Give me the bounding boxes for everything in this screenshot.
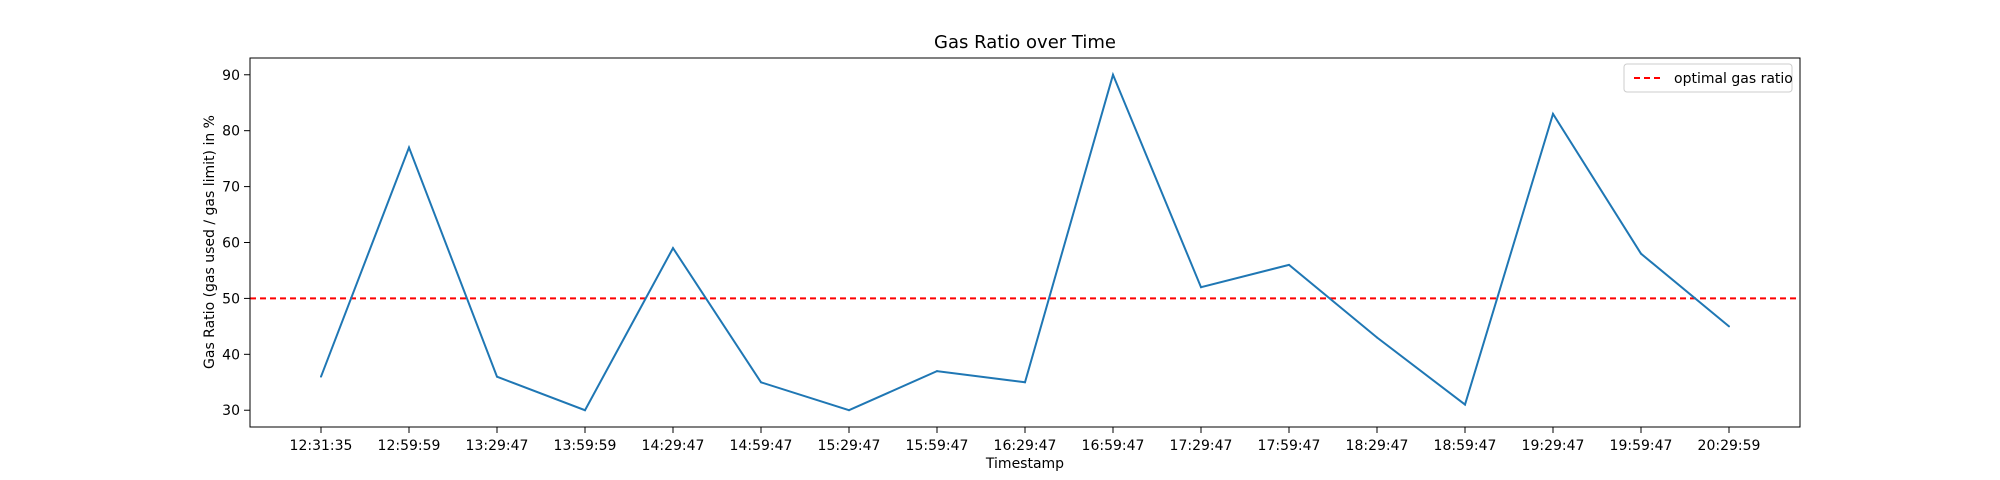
data-point <box>1552 112 1554 115</box>
gas-ratio-series-line <box>320 71 1730 412</box>
y-tick-label: 40 <box>222 347 240 363</box>
data-point <box>1464 403 1466 406</box>
data-point <box>408 146 410 149</box>
x-tick-label: 20:29:59 <box>1698 438 1761 454</box>
y-tick-label: 50 <box>222 291 240 307</box>
data-point <box>672 247 674 250</box>
x-tick-label: 15:29:47 <box>818 438 881 454</box>
axes-frame <box>249 57 1801 428</box>
data-point <box>760 381 762 384</box>
data-point <box>320 375 322 378</box>
x-tick-label: 17:29:47 <box>1170 438 1233 454</box>
x-tick-label: 16:29:47 <box>994 438 1057 454</box>
data-point <box>848 409 850 412</box>
data-point <box>1640 252 1642 255</box>
chart-title: Gas Ratio over Time <box>934 32 1116 53</box>
x-tick-label: 18:29:47 <box>1346 438 1409 454</box>
x-tick-label: 17:59:47 <box>1258 438 1321 454</box>
legend-label-optimal-gas-ratio: optimal gas ratio <box>1674 71 1793 87</box>
x-tick-label: 18:59:47 <box>1434 438 1497 454</box>
y-tick-label: 70 <box>222 180 240 196</box>
x-tick-label: 16:59:47 <box>1082 438 1145 454</box>
data-point <box>1112 73 1114 76</box>
plot-area <box>250 71 1800 412</box>
y-axis-label: Gas Ratio (gas used / gas limit) in % <box>202 115 218 369</box>
x-axis: 12:31:35 12:59:59 13:29:47 13:59:59 14:29:47… <box>290 427 1761 454</box>
x-tick-label: 14:29:47 <box>642 438 705 454</box>
data-point <box>496 375 498 378</box>
data-point <box>584 409 586 412</box>
x-tick-label: 13:29:47 <box>466 438 529 454</box>
data-point <box>1288 263 1290 266</box>
x-tick-label: 19:29:47 <box>1522 438 1585 454</box>
data-point <box>1200 286 1202 289</box>
data-point <box>936 370 938 373</box>
x-tick-label: 15:59:47 <box>906 438 969 454</box>
y-axis: 30 40 50 60 70 80 90 <box>222 68 250 419</box>
y-tick-label: 30 <box>222 403 240 419</box>
x-tick-label: 19:59:47 <box>1610 438 1673 454</box>
legend: optimal gas ratio <box>1623 63 1793 93</box>
y-tick-label: 90 <box>222 68 240 84</box>
x-axis-label: Timestamp <box>985 456 1064 472</box>
data-point <box>1024 381 1026 384</box>
y-tick-label: 80 <box>222 124 240 140</box>
x-tick-label: 13:59:59 <box>554 438 617 454</box>
y-tick-label: 60 <box>222 236 240 252</box>
x-tick-label: 12:59:59 <box>378 438 441 454</box>
x-tick-label: 12:31:35 <box>290 438 353 454</box>
x-tick-label: 14:59:47 <box>730 438 793 454</box>
data-point <box>1728 325 1730 328</box>
legend-box <box>1623 63 1793 93</box>
data-point <box>1376 336 1378 339</box>
